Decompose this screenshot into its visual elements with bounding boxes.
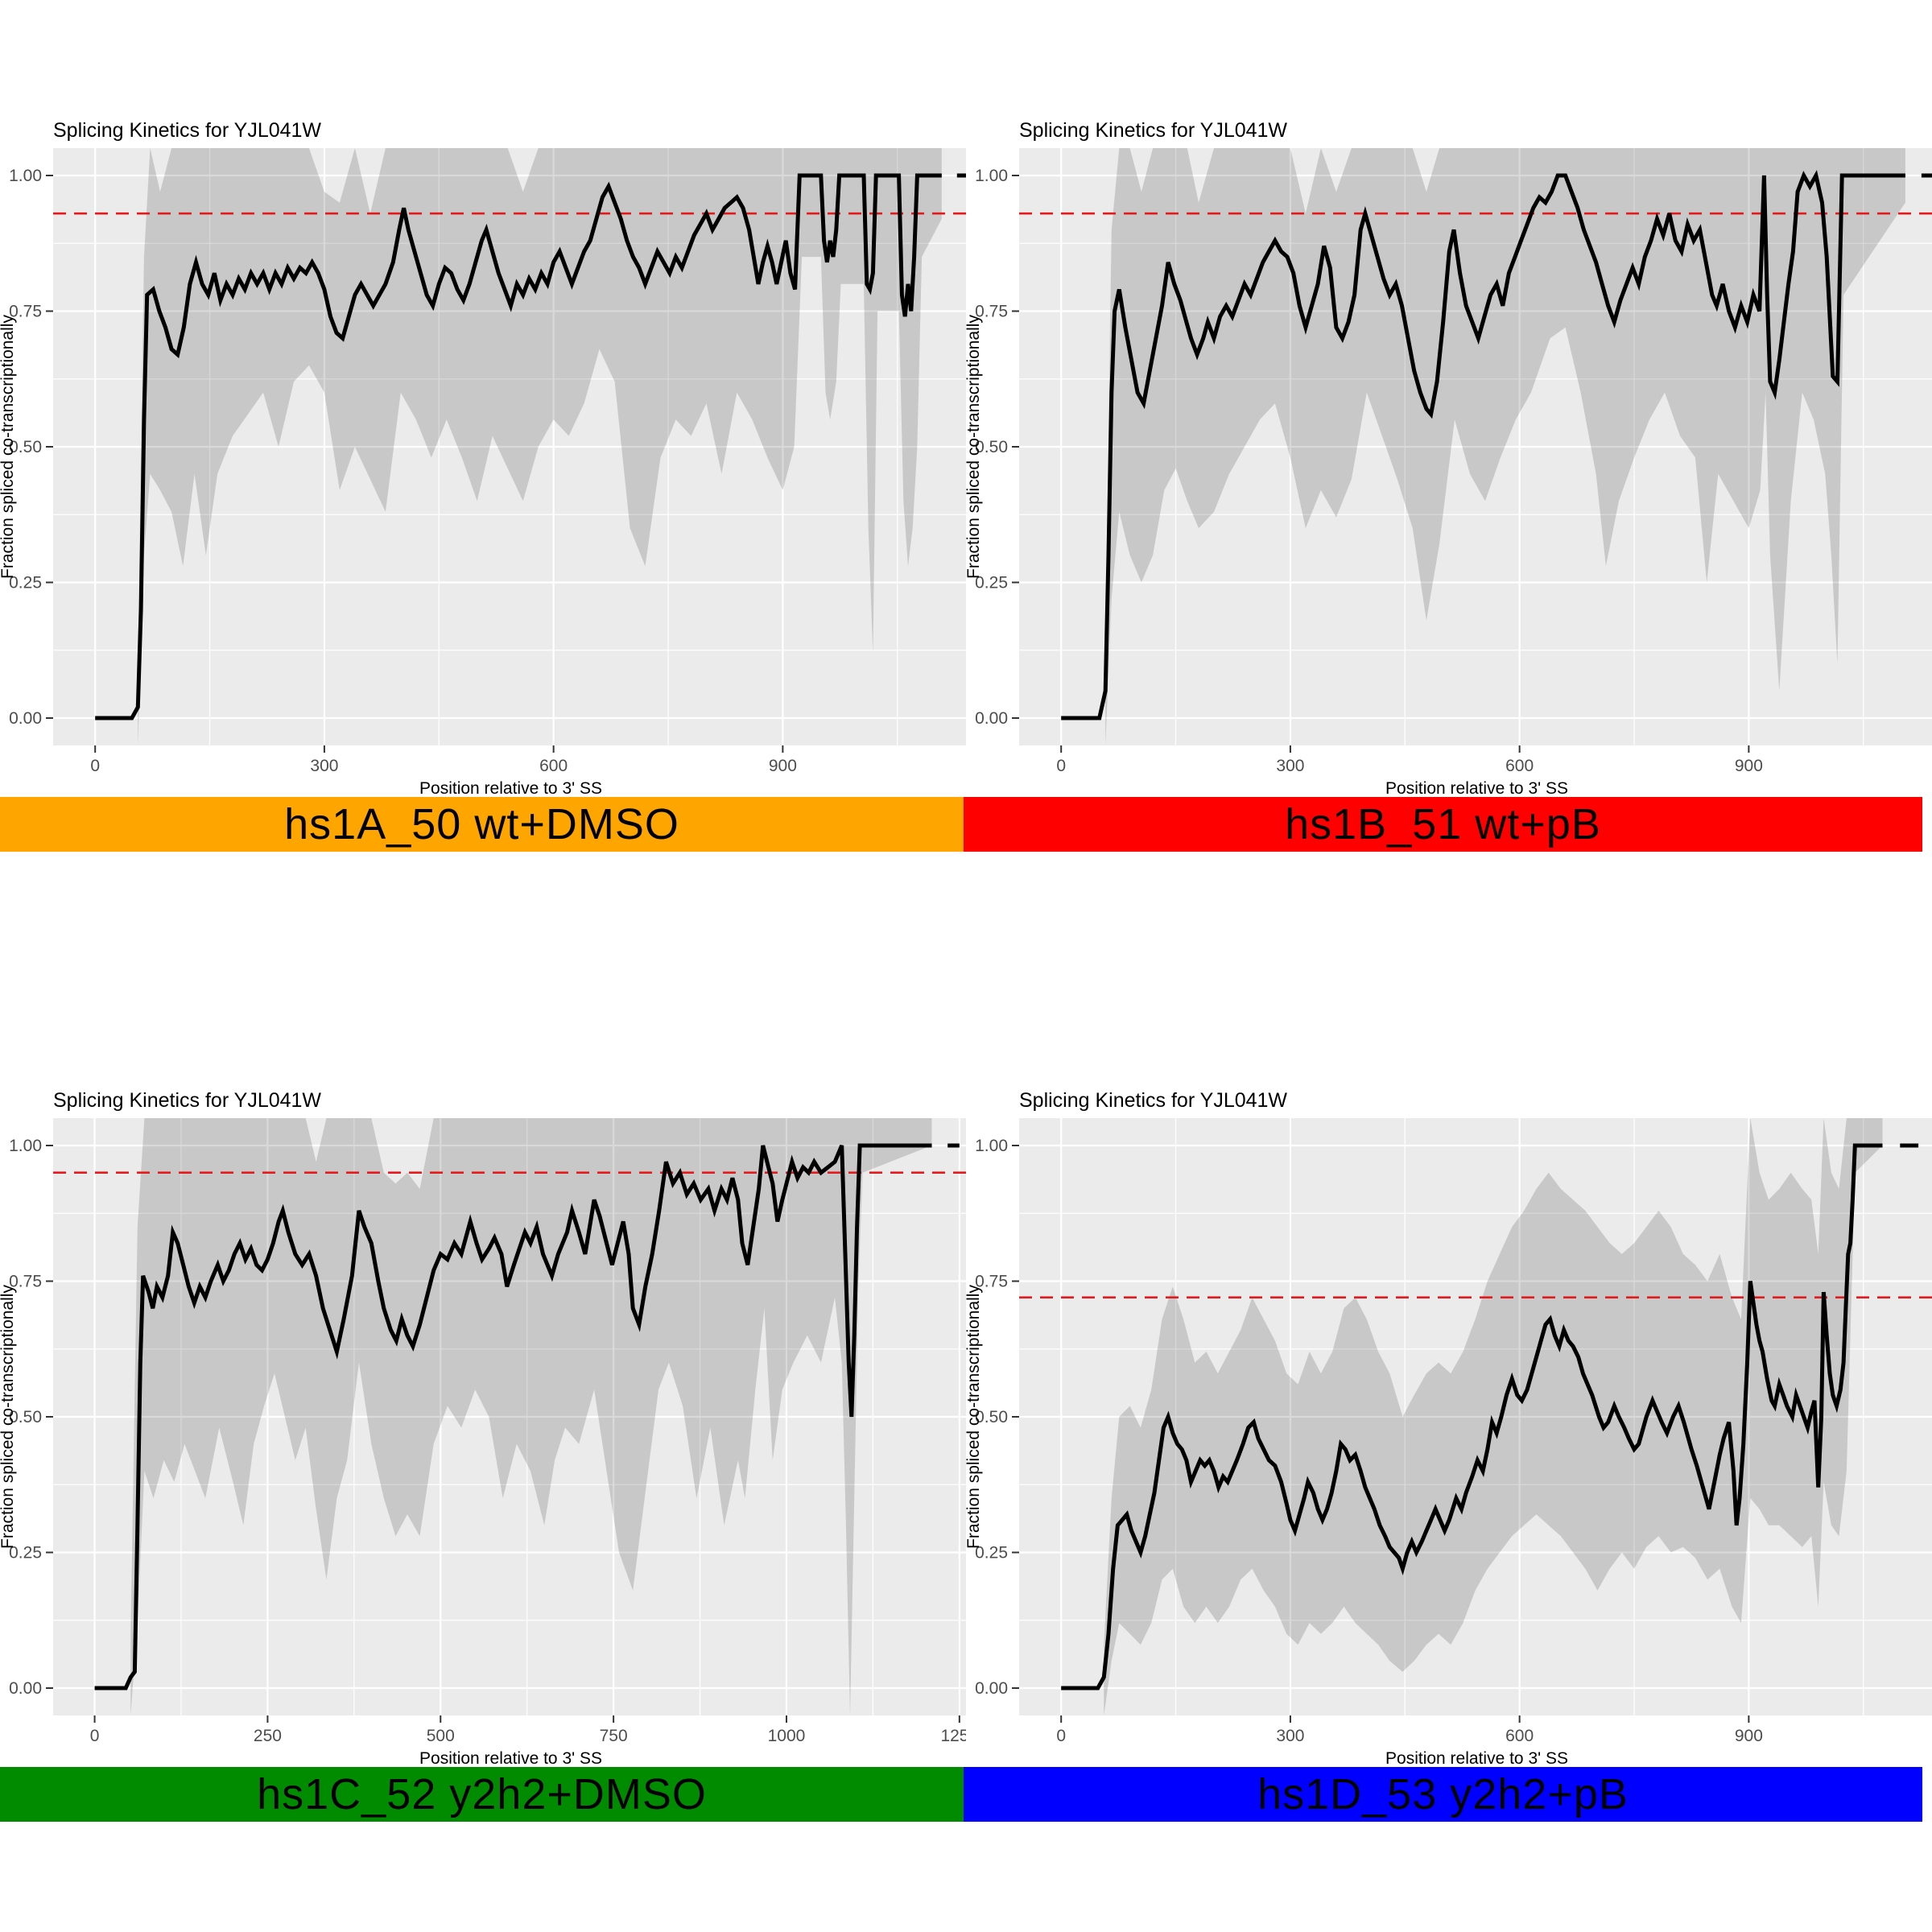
sample-banner-hs1b: hs1B_51 wt+pB xyxy=(964,797,1922,852)
y-tick-label: 0.00 xyxy=(975,1679,1008,1698)
panel-hs1b-plot: Splicing Kinetics for YJL041W 0 300 600 900 0… xyxy=(964,119,1932,799)
panel-hs1a-plot: Splicing Kinetics for YJL041W 0 300 600 900 0… xyxy=(0,119,968,799)
plot-title: Splicing Kinetics for YJL041W xyxy=(1019,1089,1287,1112)
y-tick-label: 0.50 xyxy=(9,1408,42,1426)
y-tick-label: 0.75 xyxy=(9,303,42,321)
y-tick-label: 1.00 xyxy=(975,167,1008,185)
splicing-kinetics-chart-hs1d: Splicing Kinetics for YJL041W 0 300 600 900 0… xyxy=(964,1089,1932,1768)
x-tick-label: 900 xyxy=(1735,1727,1763,1745)
sample-banner-label: hs1D_53 y2h2+pB xyxy=(1257,1770,1629,1818)
x-axis-title: Position relative to 3' SS xyxy=(419,1749,602,1768)
x-tick-label: 600 xyxy=(1505,1727,1534,1745)
y-tick-label: 0.50 xyxy=(9,438,42,456)
panel-hs1c-plot: Splicing Kinetics for YJL041W 0 250 500 750 1… xyxy=(0,1089,978,1769)
kinetics-line xyxy=(1061,170,1905,720)
y-tick-label: 1.00 xyxy=(9,167,42,185)
x-tick-label: 0 xyxy=(1056,1727,1066,1745)
x-tick-label: 300 xyxy=(310,757,338,775)
y-tick-label: 0.50 xyxy=(975,438,1008,456)
y-tick-label: 0.00 xyxy=(975,709,1008,728)
plot-title: Splicing Kinetics for YJL041W xyxy=(53,1089,321,1112)
x-tick-label: 0 xyxy=(1056,757,1066,775)
y-tick-label: 0.00 xyxy=(9,1679,42,1698)
kinetics-line xyxy=(94,1143,932,1690)
kinetics-line xyxy=(95,173,942,720)
y-tick-label: 1.00 xyxy=(975,1137,1008,1155)
confidence-ribbon xyxy=(1105,148,1905,745)
y-tick-label: 1.00 xyxy=(9,1137,42,1155)
x-tick-label: 900 xyxy=(769,757,797,775)
confidence-ribbon xyxy=(130,1118,932,1715)
y-tick-label: 0.75 xyxy=(9,1273,42,1291)
sample-banner-hs1c: hs1C_52 y2h2+DMSO xyxy=(0,1767,964,1822)
plot-title: Splicing Kinetics for YJL041W xyxy=(1019,119,1287,142)
x-tick-label: 500 xyxy=(427,1727,455,1745)
x-tick-label: 0 xyxy=(90,1727,100,1745)
kinetics-line xyxy=(1061,1143,1883,1690)
x-tick-label: 600 xyxy=(539,757,568,775)
splicing-kinetics-chart-hs1b: Splicing Kinetics for YJL041W 0 300 600 900 0… xyxy=(964,119,1932,798)
confidence-ribbon xyxy=(138,148,942,745)
x-tick-label: 250 xyxy=(254,1727,282,1745)
x-tick-label: 750 xyxy=(600,1727,628,1745)
y-tick-label: 0.25 xyxy=(975,1544,1008,1563)
y-tick-label: 0.75 xyxy=(975,303,1008,321)
x-tick-label: 300 xyxy=(1276,1727,1304,1745)
sample-banner-hs1a: hs1A_50 wt+DMSO xyxy=(0,797,964,852)
plot-title: Splicing Kinetics for YJL041W xyxy=(53,119,321,142)
splicing-kinetics-chart-hs1a: Splicing Kinetics for YJL041W 0 300 600 900 0… xyxy=(0,119,968,798)
y-tick-label: 0.25 xyxy=(9,1544,42,1563)
panel-hs1d-plot: Splicing Kinetics for YJL041W 0 300 600 900 0… xyxy=(964,1089,1932,1769)
sample-banner-label: hs1B_51 wt+pB xyxy=(1285,800,1601,848)
x-tick-label: 900 xyxy=(1735,757,1763,775)
y-axis-title: Fraction spliced co-transcriptionally xyxy=(966,1285,983,1549)
x-axis-title: Position relative to 3' SS xyxy=(419,779,602,798)
y-axis-title: Fraction spliced co-transcriptionally xyxy=(0,1285,17,1549)
y-axis-title: Fraction spliced co-transcriptionally xyxy=(966,315,983,579)
x-tick-label: 300 xyxy=(1276,757,1304,775)
y-tick-label: 0.25 xyxy=(9,574,42,592)
splicing-kinetics-chart-hs1c: Splicing Kinetics for YJL041W 0 250 500 750 1… xyxy=(0,1089,978,1768)
y-tick-label: 0.50 xyxy=(975,1408,1008,1426)
confidence-ribbon xyxy=(1104,1118,1883,1715)
sample-banner-label: hs1A_50 wt+DMSO xyxy=(284,800,679,848)
x-axis-title: Position relative to 3' SS xyxy=(1385,1749,1568,1768)
x-tick-label: 600 xyxy=(1505,757,1534,775)
x-tick-label: 1000 xyxy=(768,1727,806,1745)
y-axis-title: Fraction spliced co-transcriptionally xyxy=(0,315,17,579)
y-tick-label: 0.25 xyxy=(975,574,1008,592)
y-tick-label: 0.00 xyxy=(9,709,42,728)
x-tick-label: 0 xyxy=(90,757,100,775)
sample-banner-hs1d: hs1D_53 y2h2+pB xyxy=(964,1767,1922,1822)
y-tick-label: 0.75 xyxy=(975,1273,1008,1291)
sample-banner-label: hs1C_52 y2h2+DMSO xyxy=(257,1770,707,1818)
x-axis-title: Position relative to 3' SS xyxy=(1385,779,1568,798)
